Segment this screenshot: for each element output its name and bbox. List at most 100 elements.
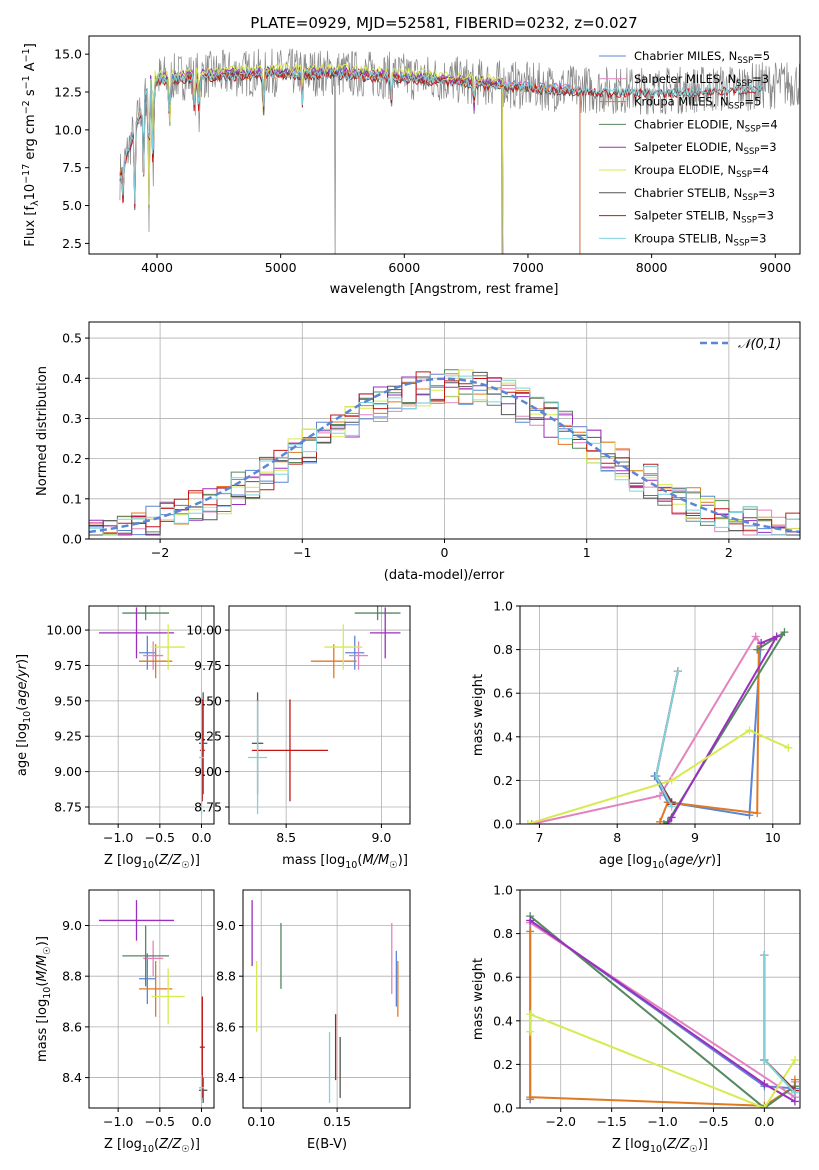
y-tick-label: 8.4: [62, 1070, 82, 1085]
y-tick-label: 0.4: [62, 371, 82, 386]
y-tick-label: 9.00: [54, 764, 82, 779]
plot-area: [119, 48, 800, 254]
y-tick-label: 9.25: [194, 729, 222, 744]
legend-entry-rest: =4: [761, 117, 778, 131]
y-tick-label: 1.0: [493, 883, 513, 898]
y-tick-label: 5.0: [62, 198, 82, 213]
x-axis-label-part: (: [154, 1137, 159, 1152]
axes-frame: [88, 605, 215, 825]
legend-entry-sub: SSP: [744, 147, 760, 157]
x-axis-label-part: ☉: [389, 860, 398, 871]
y-tick-label: 8.6: [62, 1019, 82, 1034]
legend-entry-sub: SSP: [745, 124, 761, 134]
x-axis-label-part: (: [664, 853, 669, 868]
weight-marker: [760, 1080, 769, 1089]
y-tick-label: 9.00: [194, 764, 222, 779]
x-axis-label-part: ☉: [181, 1144, 190, 1155]
y-axis-label-part: erg cm: [23, 114, 38, 163]
legend-entry-base: Kroupa MILES, N: [634, 95, 729, 109]
legend-entry-rest: =5: [753, 49, 770, 63]
weight-marker: [772, 632, 781, 641]
y-tick-label: 0.3: [62, 411, 82, 426]
histogram-salpeter-stelib: [89, 371, 800, 534]
y-tick-label: 0.4: [493, 729, 513, 744]
y-tick-label: 8.75: [194, 800, 222, 815]
y-axis-label: mass weight: [471, 958, 486, 1040]
legend-entry-base: Chabrier ELODIE, N: [634, 117, 745, 131]
x-axis-label-part: )]: [698, 1137, 708, 1152]
x-tick-label: 1: [583, 545, 591, 560]
y-axis-label: mass [log10(M/M☉)]: [35, 936, 53, 1062]
weight-marker: [526, 927, 535, 936]
x-axis-label-part: ☉: [181, 860, 190, 871]
x-axis-label: Z [log10(Z/Z☉)]: [104, 853, 200, 871]
legend-entry-base: Kroupa STELIB, N: [634, 231, 734, 245]
plot-area: [99, 900, 208, 1103]
plot-area: [523, 628, 793, 824]
x-axis-label-part: Z [log: [104, 853, 142, 868]
plot-area: [248, 606, 401, 815]
legend-entry-base: Salpeter MILES, N: [634, 72, 736, 86]
weight-marker: [760, 1104, 769, 1108]
legend-entry: Chabrier STELIB, NSSP=3: [634, 186, 775, 203]
y-tick-label: 0.0: [493, 1101, 513, 1116]
legend-entry: 𝒩(0,1): [738, 337, 781, 352]
weight-marker: [751, 632, 760, 641]
x-tick-label: −0.5: [145, 1114, 175, 1129]
weight-line: [529, 1012, 796, 1108]
legend-entry-rest: =3: [752, 72, 769, 86]
x-tick-label: −0.5: [145, 830, 175, 845]
legend-entry-base: Chabrier MILES, N: [634, 49, 737, 63]
legend-entry: Chabrier MILES, NSSP=5: [634, 49, 770, 66]
legend-entry-sub: SSP: [742, 193, 758, 203]
x-axis-label-part: (: [357, 853, 362, 868]
x-axis-label-part: 10: [142, 860, 154, 871]
x-tick-label: −2: [151, 545, 169, 560]
x-tick-label: 0.0: [754, 1114, 774, 1129]
y-tick-label: 15.0: [54, 47, 82, 62]
x-axis-label-part: )]: [711, 853, 721, 868]
legend-entry-sub: SSP: [737, 56, 753, 66]
x-tick-label: −1.0: [647, 1114, 677, 1129]
weight-marker: [673, 667, 682, 676]
legend-entry-base: Kroupa ELODIE, N: [634, 163, 736, 177]
x-axis-label-part: 10: [142, 1144, 154, 1155]
y-tick-label: 9.50: [54, 693, 82, 708]
y-tick-label: 9.0: [62, 918, 82, 933]
y-axis-label-part: mass weight: [471, 674, 486, 756]
panel-age-vs-Z: −1.0 −0.5 0.0 8.75 9.00 9.25 9.50 9.75 10.00: [46, 605, 215, 845]
panel-residuals: −2 −1 0 1 2 0.0 0.1 0.2 0.3 0.4 0.5: [62, 321, 801, 560]
x-tick-label: 9000: [759, 260, 791, 275]
y-axis-label-part: A: [23, 62, 38, 75]
y-axis-label-part: −17: [21, 164, 32, 184]
plot-area: [526, 912, 799, 1108]
legend-entry: Kroupa ELODIE, NSSP=4: [634, 163, 769, 180]
x-axis-label: E(B-V): [307, 1137, 347, 1152]
x-axis-label-part: age/yr: [669, 853, 712, 868]
axes-frame: [88, 889, 215, 1109]
x-tick-label: 0.0: [192, 1114, 212, 1129]
y-tick-label: 0.4: [493, 1013, 513, 1028]
y-tick-label: 2.5: [62, 236, 82, 251]
y-axis-label-part: M/M: [35, 955, 50, 982]
y-tick-label: 9.75: [194, 658, 222, 673]
x-axis-label-part: Z/Z: [666, 1137, 690, 1152]
legend-entry-rest: =3: [757, 209, 774, 223]
legend-entry-base: Salpeter STELIB, N: [634, 209, 741, 223]
panel-mass-vs-Z: −1.0 −0.5 0.0 8.4 8.6 8.8 9.0: [62, 889, 215, 1129]
x-axis-label-part: Z/Z: [158, 853, 182, 868]
y-axis-label-part: 10: [42, 987, 53, 999]
y-tick-label: 0.6: [493, 686, 513, 701]
y-axis-label-part: Normed distribution: [35, 366, 50, 496]
x-tick-label: 9.0: [371, 830, 391, 845]
legend-entry-rest: =3: [760, 140, 777, 154]
legend-entry-sub: SSP: [729, 102, 745, 112]
weight-line: [659, 649, 760, 823]
weight-marker: [757, 639, 766, 648]
plot-area: [251, 900, 399, 1103]
x-axis-label-part: M/M: [362, 853, 389, 868]
x-tick-label: 9: [691, 830, 699, 845]
weight-marker: [760, 951, 769, 960]
y-axis-label-part: −2: [21, 100, 32, 114]
chart-title: PLATE=0929, MJD=52581, FIBERID=0232, z=0…: [250, 14, 637, 32]
